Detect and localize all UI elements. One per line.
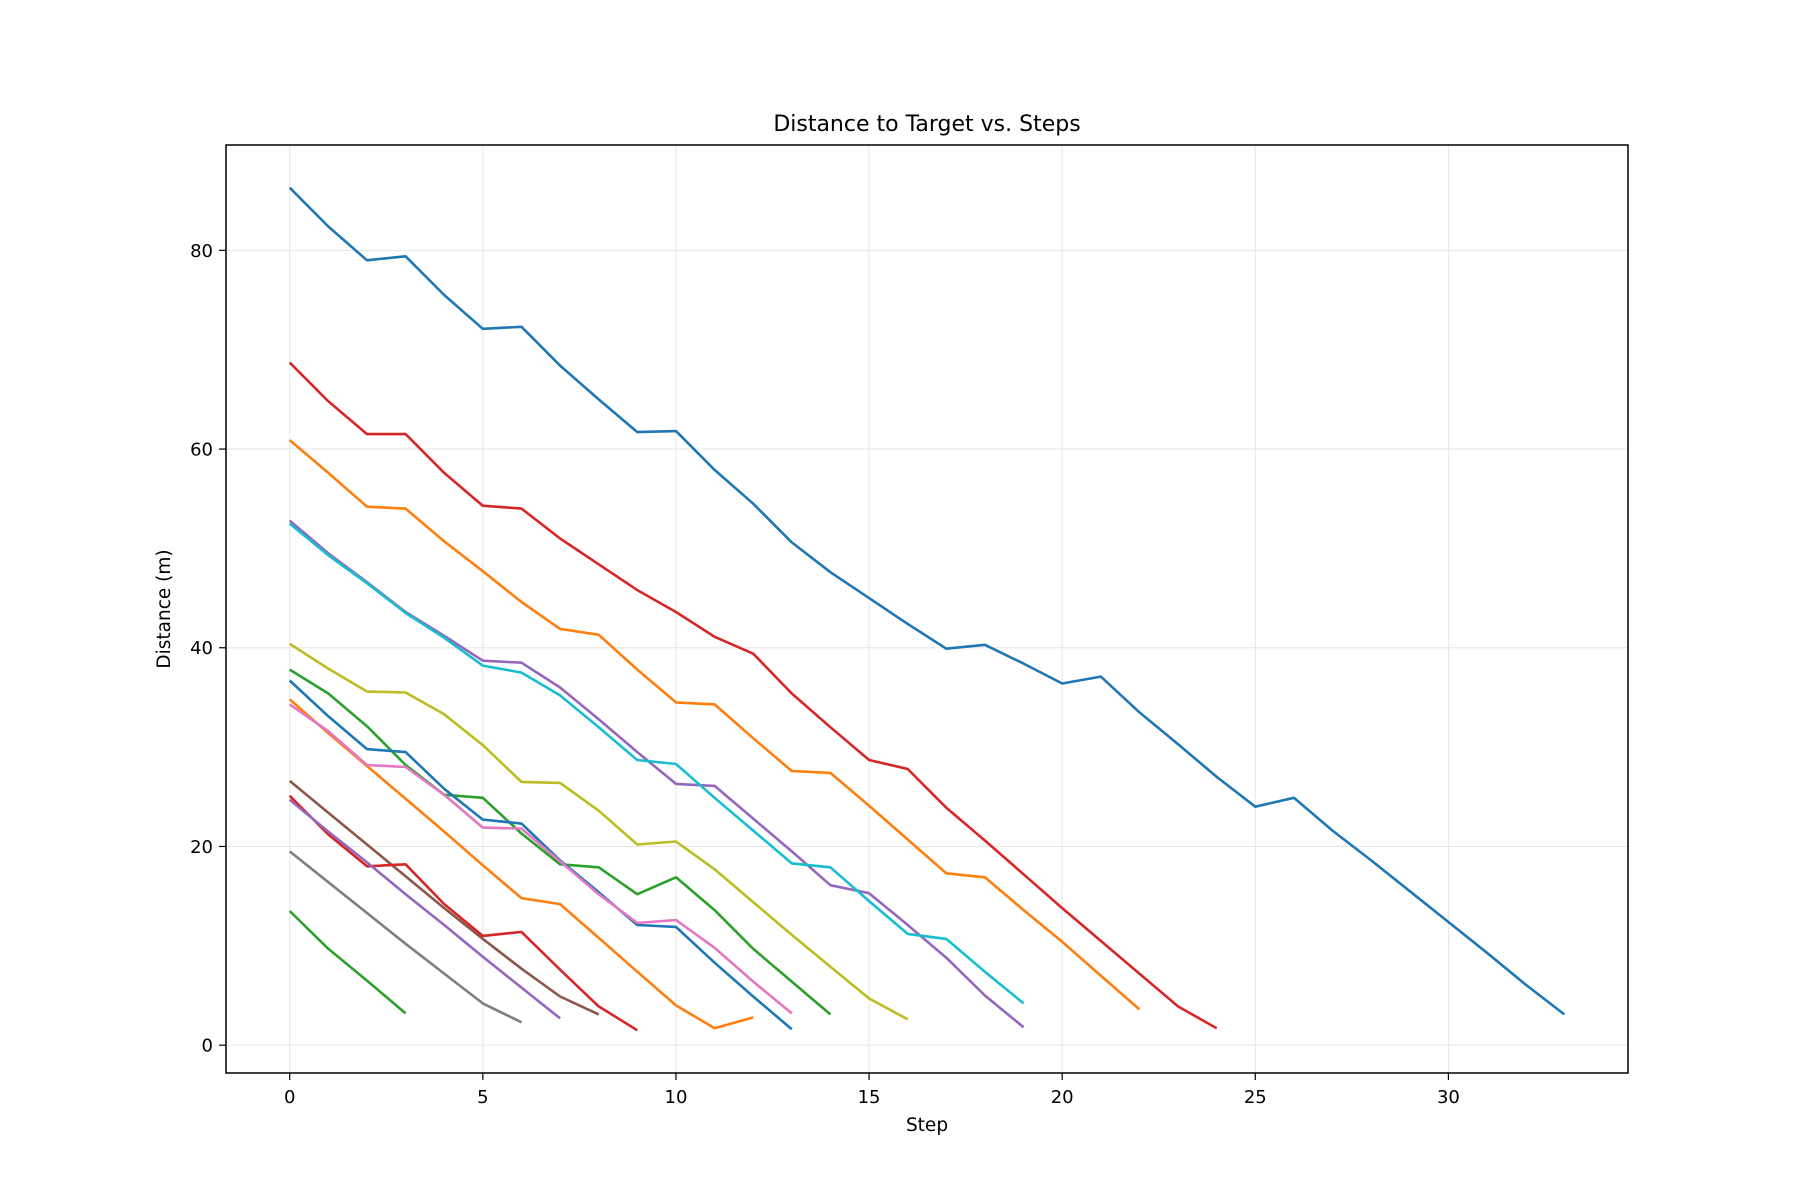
y-tick-label: 60 [190,440,213,461]
series-line [288,910,407,1015]
y-tick-label: 0 [202,1036,213,1057]
x-tick-label: 10 [665,1087,688,1108]
x-axis-label: Step [906,1115,948,1136]
y-tick-label: 40 [190,638,213,659]
series-line [288,679,793,1031]
series-line [288,798,561,1020]
series-line [288,642,909,1021]
series-line [288,703,793,1015]
y-tick-label: 80 [190,241,213,262]
axis-ticks: 0 5 10 15 20 25 30 0 20 40 60 80 [190,241,1460,1108]
y-axis-label: Distance (m) [154,549,175,668]
series-lines [288,186,1566,1032]
series-line [288,794,638,1032]
x-tick-label: 15 [858,1087,881,1108]
series-line [288,850,523,1024]
x-tick-label: 5 [477,1087,488,1108]
series-line [288,779,600,1016]
series-line [288,186,1566,1016]
x-tick-label: 0 [284,1087,295,1108]
series-line [288,698,754,1030]
plot-frame [225,144,1629,1074]
series-line [288,439,1141,1011]
y-tick-label: 20 [190,837,213,858]
grid [226,145,1628,1073]
series-line [289,668,832,1016]
x-tick-label: 25 [1244,1087,1267,1108]
x-tick-label: 20 [1051,1087,1074,1108]
x-tick-label: 30 [1437,1087,1460,1108]
chart-title: Distance to Target vs. Steps [773,112,1080,137]
series-line [288,522,1025,1005]
series-line [288,361,1218,1030]
